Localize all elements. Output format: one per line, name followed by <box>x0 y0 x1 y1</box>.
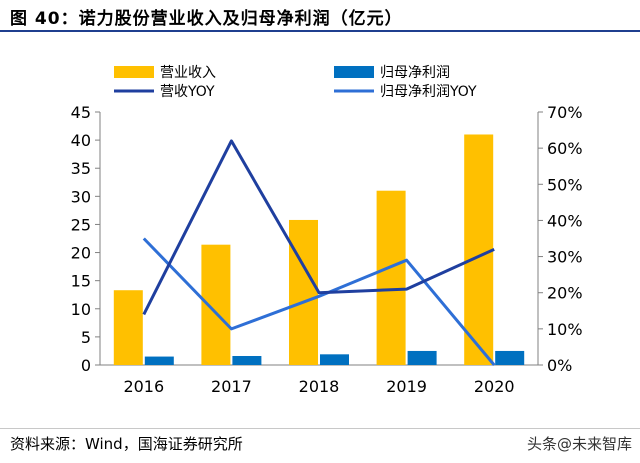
y-tick-label-left: 20 <box>71 244 91 263</box>
y-tick-label-left: 40 <box>71 131 91 150</box>
y-tick-label-left: 15 <box>71 272 91 291</box>
y-tick-label-left: 25 <box>71 215 91 234</box>
legend-label-revenue: 营业收入 <box>160 65 216 81</box>
y-tick-label-right: 40% <box>547 211 583 230</box>
title-bar: 图 40：诺力股份营业收入及归母净利润（亿元） <box>0 0 640 32</box>
y-tick-label-left: 30 <box>71 187 91 206</box>
legend-label-profit-yoy: 归母净利润YOY <box>380 83 477 100</box>
y-tick-label-right: 50% <box>547 175 583 194</box>
line-profit-yoy <box>142 237 496 366</box>
x-tick-label: 2016 <box>123 377 164 396</box>
footer-rule <box>0 428 640 429</box>
y-tick-label-left: 35 <box>71 159 91 178</box>
y-tick-label-right: 0% <box>547 356 572 375</box>
y-tick-label-right: 70% <box>547 103 583 122</box>
bar-profit <box>407 350 437 365</box>
legend-label-revenue-yoy: 营收YOY <box>160 84 215 100</box>
bar-revenue <box>376 190 406 365</box>
legend-swatch-profit <box>334 66 374 78</box>
watermark: 头条@未来智库 <box>526 435 632 453</box>
bar-profit <box>495 350 525 365</box>
y-tick-label-left: 0 <box>81 356 91 375</box>
y-tick-label-right: 10% <box>547 320 583 339</box>
plot-area: 0 5 10 15 20 25 30 35 40 45 0% 10% 20% 30% 40% 50% 60% 70… <box>71 103 583 396</box>
bar-profit <box>320 354 349 365</box>
y-tick-label-right: 60% <box>547 139 583 158</box>
legend-label-profit: 归母净利润 <box>380 64 450 81</box>
chart: 营业收入 归母净利润 营收YOY 归母净利润YOY 0 5 10 15 20 25 30 35… <box>71 64 583 396</box>
bar-revenue <box>289 219 318 365</box>
x-tick-label: 2017 <box>211 377 252 396</box>
source-note: 资料来源：Wind，国海证券研究所 <box>10 435 243 453</box>
line-revenue-yoy <box>142 139 495 316</box>
x-tick-label: 2020 <box>474 377 515 396</box>
y-tick-label-right: 30% <box>547 248 583 267</box>
y-tick-label-left: 10 <box>71 300 91 319</box>
y-tick-label-left: 45 <box>71 103 91 122</box>
y-tick-label-left: 5 <box>81 328 91 347</box>
bar-profit <box>144 356 174 365</box>
bar-revenue <box>464 134 494 365</box>
chart-title: 图 40：诺力股份营业收入及归母净利润（亿元） <box>10 9 403 29</box>
y-tick-label-right: 20% <box>547 284 583 303</box>
bar-profit <box>232 356 262 365</box>
x-tick-label: 2018 <box>299 377 340 396</box>
bar-revenue <box>201 244 231 365</box>
legend: 营业收入 归母净利润 营收YOY 归母净利润YOY <box>114 64 477 100</box>
bar-revenue <box>113 290 143 365</box>
legend-swatch-revenue <box>114 66 154 78</box>
x-tick-label: 2019 <box>386 377 427 396</box>
